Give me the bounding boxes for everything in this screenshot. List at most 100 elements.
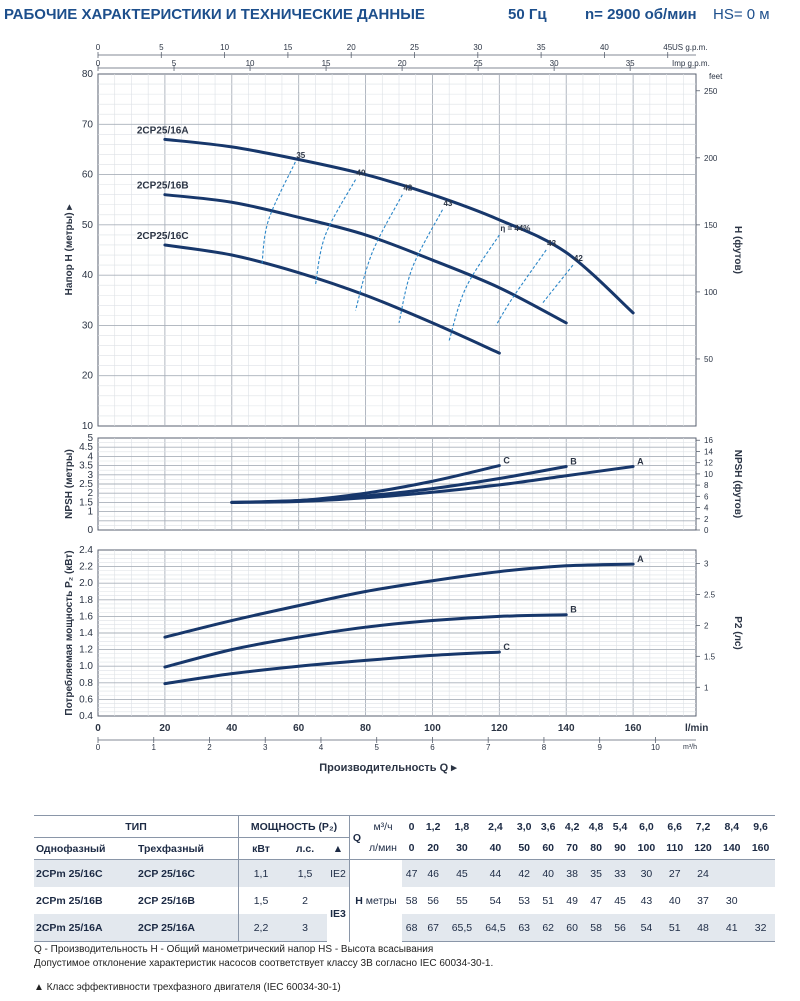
table-row-ie: IE2 bbox=[330, 867, 346, 880]
h-cell: 65,5 bbox=[445, 914, 479, 942]
table-row-hp: 1,5 bbox=[297, 867, 313, 880]
h-cell: 53 bbox=[518, 894, 531, 907]
head-curve-label: 2CP25/16C bbox=[137, 231, 189, 242]
y-tick-label: 0.4 bbox=[79, 711, 93, 722]
m3h-cell: 6,0 bbox=[632, 815, 661, 838]
y-tick-label: 80 bbox=[82, 69, 94, 80]
us-gpm-tick-label: 5 bbox=[159, 43, 164, 52]
table-power-header: МОЩНОСТЬ (P₂) bbox=[238, 815, 350, 838]
y-tick-label: 2.0 bbox=[79, 578, 93, 589]
table-lmin-unit: л/мин bbox=[364, 837, 402, 860]
h-cell: 68 bbox=[402, 914, 422, 942]
h-cell: 32 bbox=[746, 914, 775, 942]
h-cell: 63 bbox=[512, 914, 537, 942]
lmin-tick-label: 60 bbox=[293, 723, 305, 734]
m3h-tick-label: 4 bbox=[319, 743, 324, 752]
hp-tick: 1 bbox=[704, 683, 709, 692]
imp-gpm-unit-label: Imp g.p.m. bbox=[672, 59, 710, 68]
m3h-tick-label: 0 bbox=[96, 743, 101, 752]
m3h-cell: 1,8 bbox=[445, 815, 479, 838]
h-cell bbox=[746, 887, 775, 914]
npsh-feet-tick: 2 bbox=[704, 515, 709, 524]
npsh-curve-label: B bbox=[570, 457, 577, 467]
power-curve-label: A bbox=[637, 554, 644, 564]
power-curve-A bbox=[163, 562, 635, 639]
h-cell: 27 bbox=[668, 867, 681, 880]
m3h-unit-label: m³/h bbox=[683, 744, 697, 751]
lmin-tick-label: 100 bbox=[424, 723, 441, 734]
us-gpm-tick-label: 20 bbox=[347, 43, 356, 52]
y-tick-label: 1.4 bbox=[79, 628, 93, 639]
y-tick-label: 1.8 bbox=[79, 595, 93, 606]
table-row-kw: 2,2 bbox=[238, 914, 283, 942]
table-row-single: 2CPm 25/16A bbox=[34, 914, 136, 942]
imp-gpm-tick-label: 15 bbox=[322, 59, 331, 68]
m3h-cell: 4,2 bbox=[560, 815, 585, 838]
m3h-tick-label: 3 bbox=[263, 743, 268, 752]
table-h-unit: метры bbox=[365, 894, 397, 907]
npsh-feet-tick: 12 bbox=[704, 459, 713, 468]
y-tick-label: 70 bbox=[82, 119, 94, 130]
table-row-ie: IE3 bbox=[330, 908, 346, 921]
h-cell: 67 bbox=[421, 914, 446, 942]
y-tick-label: 1.0 bbox=[79, 661, 93, 672]
m3h-cell: 9,6 bbox=[746, 815, 775, 838]
feet-tick: 50 bbox=[704, 355, 713, 364]
h-cell: 42 bbox=[518, 867, 531, 880]
table-row-single: 2CPm 25/16B bbox=[36, 894, 103, 907]
efficiency-label: η = 44% bbox=[500, 224, 530, 233]
y-tick-label: 0.8 bbox=[79, 678, 93, 689]
y-tick-label: 1.5 bbox=[79, 497, 93, 508]
lmin-tick-label: 40 bbox=[226, 723, 238, 734]
h-cell: 45 bbox=[456, 867, 468, 880]
h-cell: 38 bbox=[566, 867, 578, 880]
m3h-tick-label: 9 bbox=[597, 743, 602, 752]
head-right-axis-label: H (футов) bbox=[732, 226, 744, 274]
m3h-tick-label: 6 bbox=[430, 743, 435, 752]
table-kw-header: кВт bbox=[238, 837, 283, 860]
h-cell: 46 bbox=[427, 867, 439, 880]
lmin-cell: 160 bbox=[746, 837, 775, 860]
h-cell: 55 bbox=[456, 894, 468, 907]
feet-tick: 100 bbox=[704, 288, 718, 297]
npsh-feet-tick: 8 bbox=[704, 481, 709, 490]
table-q-header: Q bbox=[349, 815, 364, 860]
y-tick-label: 10 bbox=[82, 421, 94, 432]
m3h-cell: 5,4 bbox=[608, 815, 633, 838]
table-three-phase-header: Трехфазный bbox=[136, 837, 239, 860]
hp-tick: 2 bbox=[704, 621, 709, 630]
us-gpm-tick-label: 0 bbox=[96, 43, 101, 52]
us-gpm-tick-label: 15 bbox=[283, 43, 292, 52]
hp-tick: 2.5 bbox=[704, 590, 716, 599]
lmin-tick-label: 80 bbox=[360, 723, 372, 734]
table-tip-header: ТИП bbox=[34, 815, 239, 838]
lmin-cell: 50 bbox=[512, 837, 537, 860]
power-curve-B bbox=[163, 613, 568, 669]
head-curve-label: 2CP25/16B bbox=[137, 181, 189, 192]
y-tick-label: 0.6 bbox=[79, 694, 93, 705]
npsh-feet-tick: 16 bbox=[704, 436, 713, 445]
h-cell: 35 bbox=[590, 867, 602, 880]
m3h-cell: 3,6 bbox=[536, 815, 561, 838]
y-tick-label: 60 bbox=[82, 170, 94, 181]
us-gpm-tick-label: 10 bbox=[220, 43, 229, 52]
lmin-cell: 20 bbox=[421, 837, 446, 860]
h-cell: 47 bbox=[590, 894, 602, 907]
y-tick-label: 3 bbox=[87, 470, 93, 481]
efficiency-curve bbox=[398, 209, 443, 324]
m3h-cell: 3,0 bbox=[512, 815, 537, 838]
lmin-cell: 90 bbox=[608, 837, 633, 860]
m3h-tick-label: 1 bbox=[152, 743, 157, 752]
efficiency-label: 40 bbox=[357, 169, 366, 178]
m3h-cell: 6,6 bbox=[660, 815, 689, 838]
y-tick-label: 30 bbox=[82, 320, 94, 331]
lmin-tick-label: 140 bbox=[558, 723, 575, 734]
h-cell: 64,5 bbox=[478, 914, 513, 942]
table-hp-header: л.с. bbox=[283, 837, 327, 860]
power-curve-label: C bbox=[503, 642, 510, 652]
h-cell: 58 bbox=[584, 914, 609, 942]
y-tick-label: 20 bbox=[82, 371, 94, 382]
us-gpm-tick-label: 45 bbox=[663, 43, 672, 52]
h-cell: 60 bbox=[560, 914, 585, 942]
h-cell: 54 bbox=[489, 894, 502, 907]
